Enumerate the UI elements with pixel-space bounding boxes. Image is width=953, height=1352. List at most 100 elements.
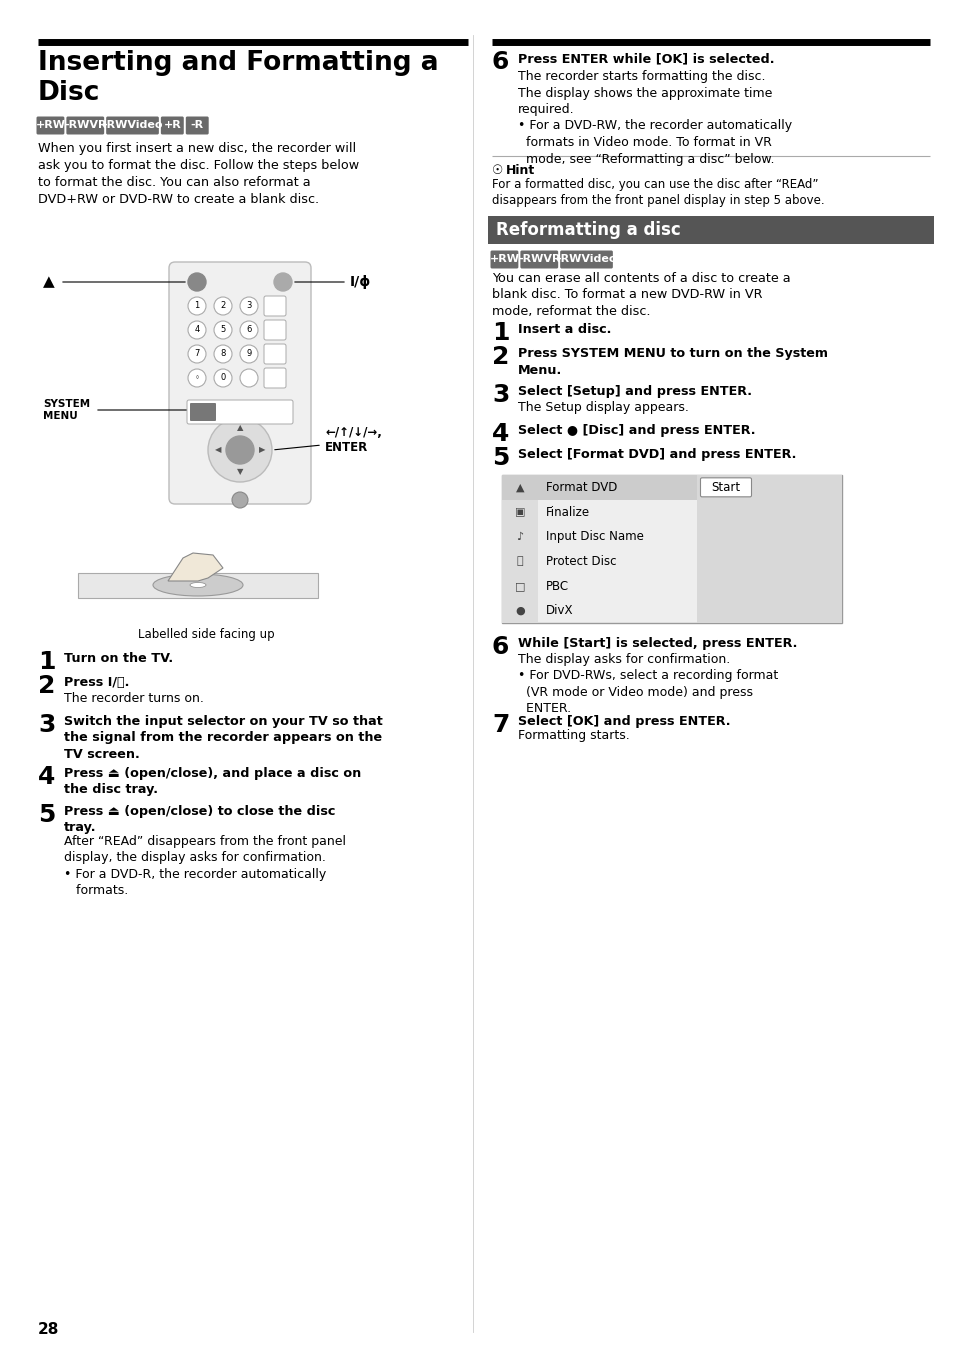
Text: Select [OK] and press ENTER.: Select [OK] and press ENTER.	[517, 715, 730, 727]
Circle shape	[188, 345, 206, 362]
Circle shape	[240, 297, 257, 315]
Text: ☉: ☉	[492, 164, 503, 177]
Text: 🔒: 🔒	[517, 556, 523, 566]
Text: 3: 3	[492, 383, 509, 407]
FancyBboxPatch shape	[519, 250, 558, 269]
Circle shape	[232, 492, 248, 508]
Circle shape	[213, 320, 232, 339]
Text: When you first insert a new disc, the recorder will
ask you to format the disc. : When you first insert a new disc, the re…	[38, 142, 358, 206]
Text: Protect Disc: Protect Disc	[545, 554, 616, 568]
Text: Input Disc Name: Input Disc Name	[545, 530, 643, 544]
Text: 2: 2	[220, 301, 226, 311]
Circle shape	[240, 345, 257, 362]
Bar	[488, 216, 933, 243]
FancyBboxPatch shape	[161, 116, 184, 134]
Text: Press SYSTEM MENU to turn on the System
Menu.: Press SYSTEM MENU to turn on the System …	[517, 347, 827, 376]
Text: Select [Setup] and press ENTER.: Select [Setup] and press ENTER.	[517, 385, 751, 397]
Circle shape	[213, 345, 232, 362]
Text: ♪: ♪	[516, 531, 523, 542]
Bar	[501, 475, 537, 623]
Text: -RWVR: -RWVR	[517, 254, 560, 265]
Text: ←/↑/↓/→,
ENTER: ←/↑/↓/→, ENTER	[325, 426, 381, 454]
Text: -R: -R	[191, 120, 204, 131]
Text: 9: 9	[246, 350, 252, 358]
FancyBboxPatch shape	[264, 343, 286, 364]
Text: 6: 6	[246, 326, 252, 334]
FancyBboxPatch shape	[106, 116, 159, 134]
Text: 1: 1	[492, 320, 509, 345]
Text: SYSTEM
MENU: SYSTEM MENU	[43, 399, 90, 420]
Text: Press ⏏ (open/close), and place a disc on
the disc tray.: Press ⏏ (open/close), and place a disc o…	[64, 767, 361, 796]
FancyBboxPatch shape	[264, 296, 286, 316]
Text: Labelled side facing up: Labelled side facing up	[138, 627, 274, 641]
Text: The recorder starts formatting the disc.
The display shows the approximate time
: The recorder starts formatting the disc.…	[517, 70, 791, 165]
Circle shape	[188, 273, 206, 291]
Text: Insert a disc.: Insert a disc.	[517, 323, 611, 337]
Text: ▲: ▲	[236, 423, 243, 433]
Text: 4: 4	[492, 422, 509, 446]
Ellipse shape	[152, 575, 243, 596]
Text: 5: 5	[38, 803, 55, 827]
Text: 6: 6	[492, 635, 509, 658]
FancyBboxPatch shape	[187, 400, 293, 425]
Text: The recorder turns on.: The recorder turns on.	[64, 692, 204, 704]
Text: Formatting starts.: Formatting starts.	[517, 729, 629, 742]
Text: 2: 2	[492, 345, 509, 369]
Text: □: □	[515, 581, 525, 591]
Text: 7: 7	[194, 350, 199, 358]
Text: Disc: Disc	[38, 80, 100, 105]
Text: 7: 7	[492, 713, 509, 737]
Text: The display asks for confirmation.
• For DVD-RWs, select a recording format
  (V: The display asks for confirmation. • For…	[517, 653, 778, 715]
Text: ▼: ▼	[236, 468, 243, 476]
Text: ▣: ▣	[515, 507, 525, 516]
Bar	[697, 475, 841, 623]
Text: 4: 4	[194, 326, 199, 334]
Text: Switch the input selector on your TV so that
the signal from the recorder appear: Switch the input selector on your TV so …	[64, 715, 382, 761]
FancyBboxPatch shape	[67, 116, 104, 134]
Text: Hint: Hint	[505, 164, 535, 177]
Text: ▲: ▲	[43, 274, 54, 289]
Circle shape	[240, 320, 257, 339]
Circle shape	[213, 297, 232, 315]
Text: Turn on the TV.: Turn on the TV.	[64, 652, 172, 665]
FancyBboxPatch shape	[186, 116, 209, 134]
Text: ◦: ◦	[194, 373, 199, 383]
FancyBboxPatch shape	[559, 250, 612, 269]
Text: +RW: +RW	[489, 254, 518, 265]
Text: Reformatting a disc: Reformatting a disc	[496, 220, 680, 239]
Text: DivX: DivX	[545, 604, 573, 617]
FancyBboxPatch shape	[490, 250, 517, 269]
Circle shape	[208, 418, 272, 483]
Text: ▲: ▲	[516, 483, 524, 492]
Text: -RWVR: -RWVR	[64, 120, 107, 131]
Bar	[78, 573, 317, 598]
Text: +R: +R	[163, 120, 181, 131]
Text: 28: 28	[38, 1322, 59, 1337]
Text: For a formatted disc, you can use the disc after “REAd”
disappears from the fron: For a formatted disc, you can use the di…	[492, 178, 823, 207]
Text: +RW: +RW	[35, 120, 66, 131]
Text: 4: 4	[38, 765, 55, 790]
FancyBboxPatch shape	[36, 116, 64, 134]
Text: 1: 1	[38, 650, 55, 675]
Ellipse shape	[190, 583, 206, 588]
Text: ●: ●	[515, 606, 524, 615]
Text: 0: 0	[220, 373, 226, 383]
Text: 6: 6	[492, 50, 509, 74]
Text: Finalize: Finalize	[545, 506, 590, 519]
Text: 1: 1	[194, 301, 199, 311]
Circle shape	[226, 435, 253, 464]
Text: You can erase all contents of a disc to create a
blank disc. To format a new DVD: You can erase all contents of a disc to …	[492, 272, 790, 318]
Text: Format DVD: Format DVD	[545, 481, 617, 493]
Text: While [Start] is selected, press ENTER.: While [Start] is selected, press ENTER.	[517, 637, 797, 650]
Polygon shape	[168, 553, 223, 581]
Text: -RWVideo: -RWVideo	[556, 254, 617, 265]
Text: The Setup display appears.: The Setup display appears.	[517, 402, 688, 414]
Circle shape	[274, 273, 292, 291]
Text: 2: 2	[38, 675, 55, 698]
Text: 3: 3	[246, 301, 252, 311]
Text: -RWVideo: -RWVideo	[102, 120, 163, 131]
FancyBboxPatch shape	[700, 477, 751, 496]
Text: PBC: PBC	[545, 580, 569, 592]
FancyBboxPatch shape	[264, 320, 286, 339]
Text: 5: 5	[492, 446, 509, 470]
